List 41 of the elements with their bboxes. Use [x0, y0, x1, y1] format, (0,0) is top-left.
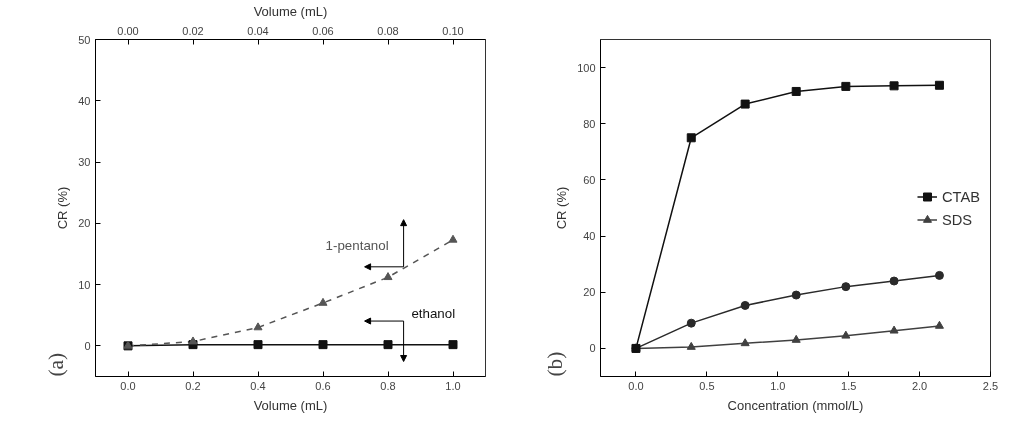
legend-label: SDS — [941, 211, 973, 227]
y-tick-label: 50 — [78, 33, 91, 46]
x-tick-label: 0.0 — [628, 379, 644, 392]
y-tick-label: 10 — [78, 278, 91, 291]
y-tick-label: 40 — [583, 230, 596, 243]
x2-tick-label: 0.08 — [377, 24, 399, 37]
x-tick-label: 0.0 — [120, 379, 136, 392]
x2-tick-label: 0.02 — [182, 24, 204, 37]
y-axis-title: CR (%) — [554, 186, 570, 230]
x2-tick-label: 0.06 — [312, 24, 334, 37]
y-tick-label: 30 — [78, 156, 91, 169]
y-tick-label: 40 — [78, 94, 91, 107]
x-tick-label: 0.4 — [250, 379, 266, 392]
series-label: 1-pentanol — [325, 238, 389, 254]
y-tick-label: 60 — [583, 173, 596, 186]
series-label: ethanol — [411, 306, 456, 322]
text: (b) — [542, 351, 567, 377]
text: (a) — [43, 352, 68, 377]
x-tick-label: 0.6 — [315, 379, 331, 392]
x2-tick-label: 0.00 — [117, 24, 139, 37]
x-axis-title: Concentration (mmol/L) — [727, 397, 864, 413]
y-tick-label: 80 — [583, 117, 596, 130]
y-axis-title: CR (%) — [55, 186, 71, 230]
x-tick-label: 2.0 — [911, 379, 928, 392]
x-tick-label: 0.5 — [699, 379, 715, 392]
x-tick-label: 2.5 — [982, 379, 999, 392]
x-axis-title: Volume (mL) — [253, 397, 328, 413]
y-tick-label: 0 — [589, 342, 596, 355]
legend-label: CTAB — [941, 188, 980, 204]
x2-tick-label: 0.04 — [247, 24, 269, 37]
x-tick-label: 1.5 — [841, 379, 857, 392]
x2-tick-label: 0.10 — [442, 24, 464, 37]
x-tick-label: 0.8 — [380, 379, 396, 392]
x-tick-label: 1.0 — [445, 379, 461, 392]
x2-axis-title: Volume (mL) — [253, 3, 328, 19]
y-tick-label: 20 — [583, 286, 596, 299]
y-tick-label: 20 — [78, 217, 91, 230]
x-tick-label: 1.0 — [770, 379, 786, 392]
y-tick-label: 100 — [577, 61, 596, 74]
y-tick-label: 0 — [84, 339, 91, 352]
x-tick-label: 0.2 — [185, 379, 201, 392]
